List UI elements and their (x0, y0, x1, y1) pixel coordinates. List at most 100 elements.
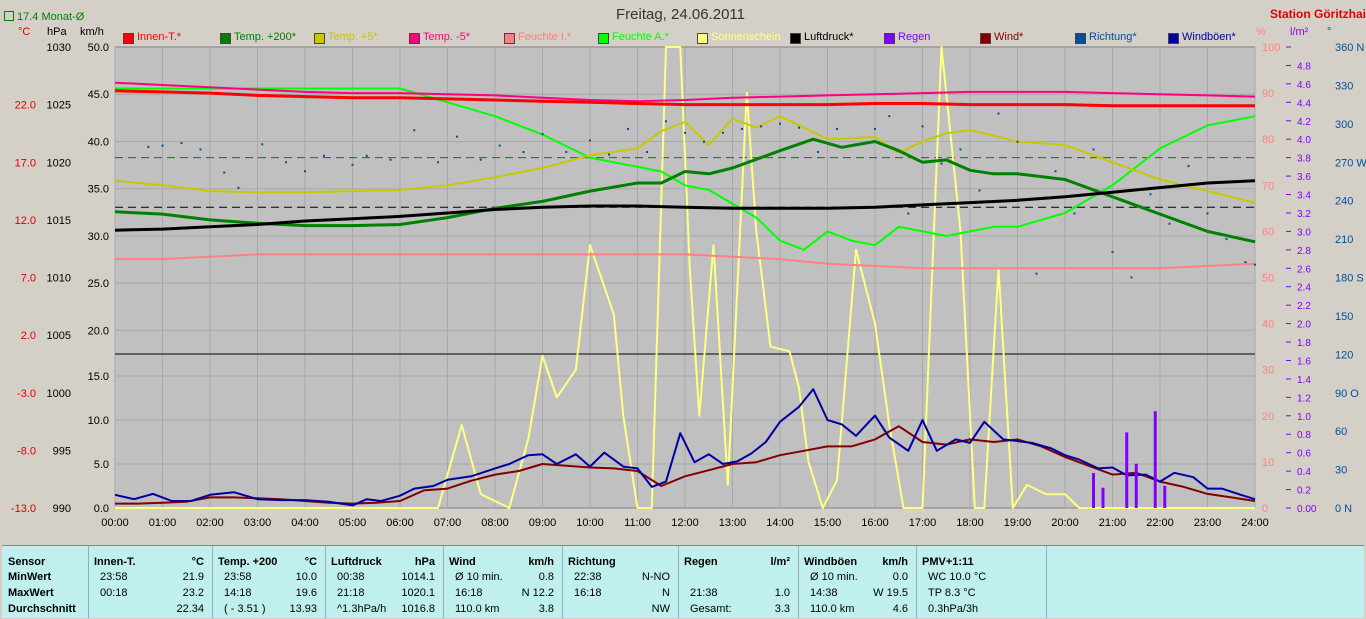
legend-swatch (980, 33, 991, 44)
stats-row-label: MinWert (8, 571, 52, 583)
direction-point (1254, 263, 1256, 266)
legend-label: Feuchte A.* (612, 31, 669, 43)
direction-point (541, 133, 544, 136)
stats-header: PMV+1:11 (922, 556, 974, 568)
humidity-tick-label: 80 (1262, 134, 1274, 146)
stats-time: 21:18 (337, 587, 365, 599)
rain-tick-label: 0.2 (1297, 486, 1311, 497)
unit-degree: ° (1327, 26, 1332, 38)
stats-time: 21:38 (690, 587, 718, 599)
rain-bar (1125, 432, 1129, 508)
x-tick-label: 03:00 (244, 517, 272, 529)
rain-tick-label: 3.8 (1297, 154, 1311, 165)
legend-swatch (884, 33, 895, 44)
stats-value: 0.8 (538, 571, 554, 583)
temp-tick-label: -3.0 (17, 388, 36, 400)
stats-value: N-NO (641, 571, 670, 583)
pressure-tick-label: 990 (53, 503, 71, 515)
series-line-temp-200 (114, 137, 1256, 244)
legend-swatch (1168, 33, 1179, 44)
direction-point (1016, 140, 1019, 143)
rain-bar (1134, 463, 1138, 508)
direction-point (223, 171, 226, 174)
direction-tick-label: 240 (1335, 196, 1353, 208)
stats-row-labels: Sensor MinWert MaxWert Durchschnitt (2, 546, 89, 618)
rain-bar (1101, 487, 1105, 508)
stats-value: W 19.5 (873, 587, 908, 599)
direction-point (437, 161, 439, 164)
direction-point (199, 148, 202, 151)
stats-time: 0.3hPa/3h (928, 603, 979, 615)
legend-swatch (790, 33, 801, 44)
stats-value: N 12.2 (521, 587, 554, 599)
stats-value: 23.2 (182, 587, 204, 599)
direction-point (760, 125, 762, 128)
x-tick-label: 00:00 (101, 517, 129, 529)
legend-swatch (220, 33, 231, 44)
stats-value: 1016.8 (401, 603, 435, 615)
stats-row-label: Durchschnitt (8, 603, 76, 615)
direction-point (1244, 261, 1247, 264)
direction-point (798, 126, 800, 129)
pressure-tick-label: 1005 (47, 330, 71, 342)
stats-header: Innen-T. (94, 556, 136, 568)
temp-tick-label: 12.0 (15, 215, 36, 227)
direction-tick-label: 360 N (1335, 42, 1364, 54)
direction-point (741, 127, 743, 130)
series-line-temp-5 (114, 81, 1256, 103)
rain-tick-label: 0.8 (1297, 430, 1311, 441)
x-tick-label: 21:00 (1099, 517, 1127, 529)
stats-time: ( - 3.51 ) (224, 603, 266, 615)
x-tick-label: 18:00 (956, 517, 984, 529)
stats-value: 4.6 (892, 603, 908, 615)
direction-point (413, 129, 416, 132)
direction-point (665, 120, 667, 123)
stats-unit: l/m² (770, 556, 790, 568)
stats-value: 19.6 (295, 587, 317, 599)
rain-bar (1153, 411, 1157, 508)
direction-point (1187, 165, 1190, 168)
direction-tick-label: 330 (1335, 80, 1353, 92)
rain-tick-label: 4.4 (1297, 98, 1311, 109)
pressure-tick-label: 1030 (47, 42, 71, 54)
humidity-tick-label: 100 (1262, 42, 1280, 54)
x-tick-label: 19:00 (1004, 517, 1032, 529)
direction-point (997, 112, 1000, 115)
kmh-tick-label: 10.0 (88, 415, 109, 427)
humidity-tick-label: 0 (1262, 503, 1268, 515)
kmh-tick-label: 45.0 (88, 89, 109, 101)
stats-value: 1020.1 (401, 587, 435, 599)
direction-point (589, 139, 591, 142)
direction-point (608, 153, 610, 156)
rain-tick-label: 2.2 (1297, 301, 1311, 312)
direction-point (1206, 212, 1209, 215)
rain-tick-label: 2.6 (1297, 264, 1311, 275)
direction-tick-label: 270 W (1335, 157, 1366, 169)
stats-unit: °C (304, 556, 317, 568)
humidity-tick-label: 60 (1262, 226, 1274, 238)
legend-swatch (598, 33, 609, 44)
kmh-tick-label: 35.0 (88, 184, 109, 196)
direction-point (959, 148, 962, 151)
legend-label: Feuchte I.* (518, 31, 572, 43)
x-tick-label: 13:00 (719, 517, 747, 529)
direction-tick-label: 0 N (1335, 503, 1352, 515)
direction-point (1054, 170, 1057, 173)
direction-point (161, 144, 164, 147)
direction-point (479, 158, 482, 161)
temp-tick-label: 17.0 (15, 157, 36, 169)
direction-point (1092, 148, 1095, 151)
humidity-tick-label: 40 (1262, 319, 1274, 331)
direction-point (237, 186, 240, 189)
stats-value: 22.34 (176, 603, 204, 615)
legend-label: Innen-T.* (137, 31, 182, 43)
direction-point (978, 189, 981, 192)
direction-point (921, 125, 924, 128)
legend-label: Temp. -5* (423, 31, 471, 43)
legend-swatch (314, 33, 325, 44)
stats-header: Richtung (568, 556, 616, 568)
x-tick-label: 12:00 (671, 517, 699, 529)
stats-time: 110.0 km (810, 603, 855, 615)
direction-point (874, 127, 876, 130)
rain-tick-label: 2.8 (1297, 246, 1311, 257)
